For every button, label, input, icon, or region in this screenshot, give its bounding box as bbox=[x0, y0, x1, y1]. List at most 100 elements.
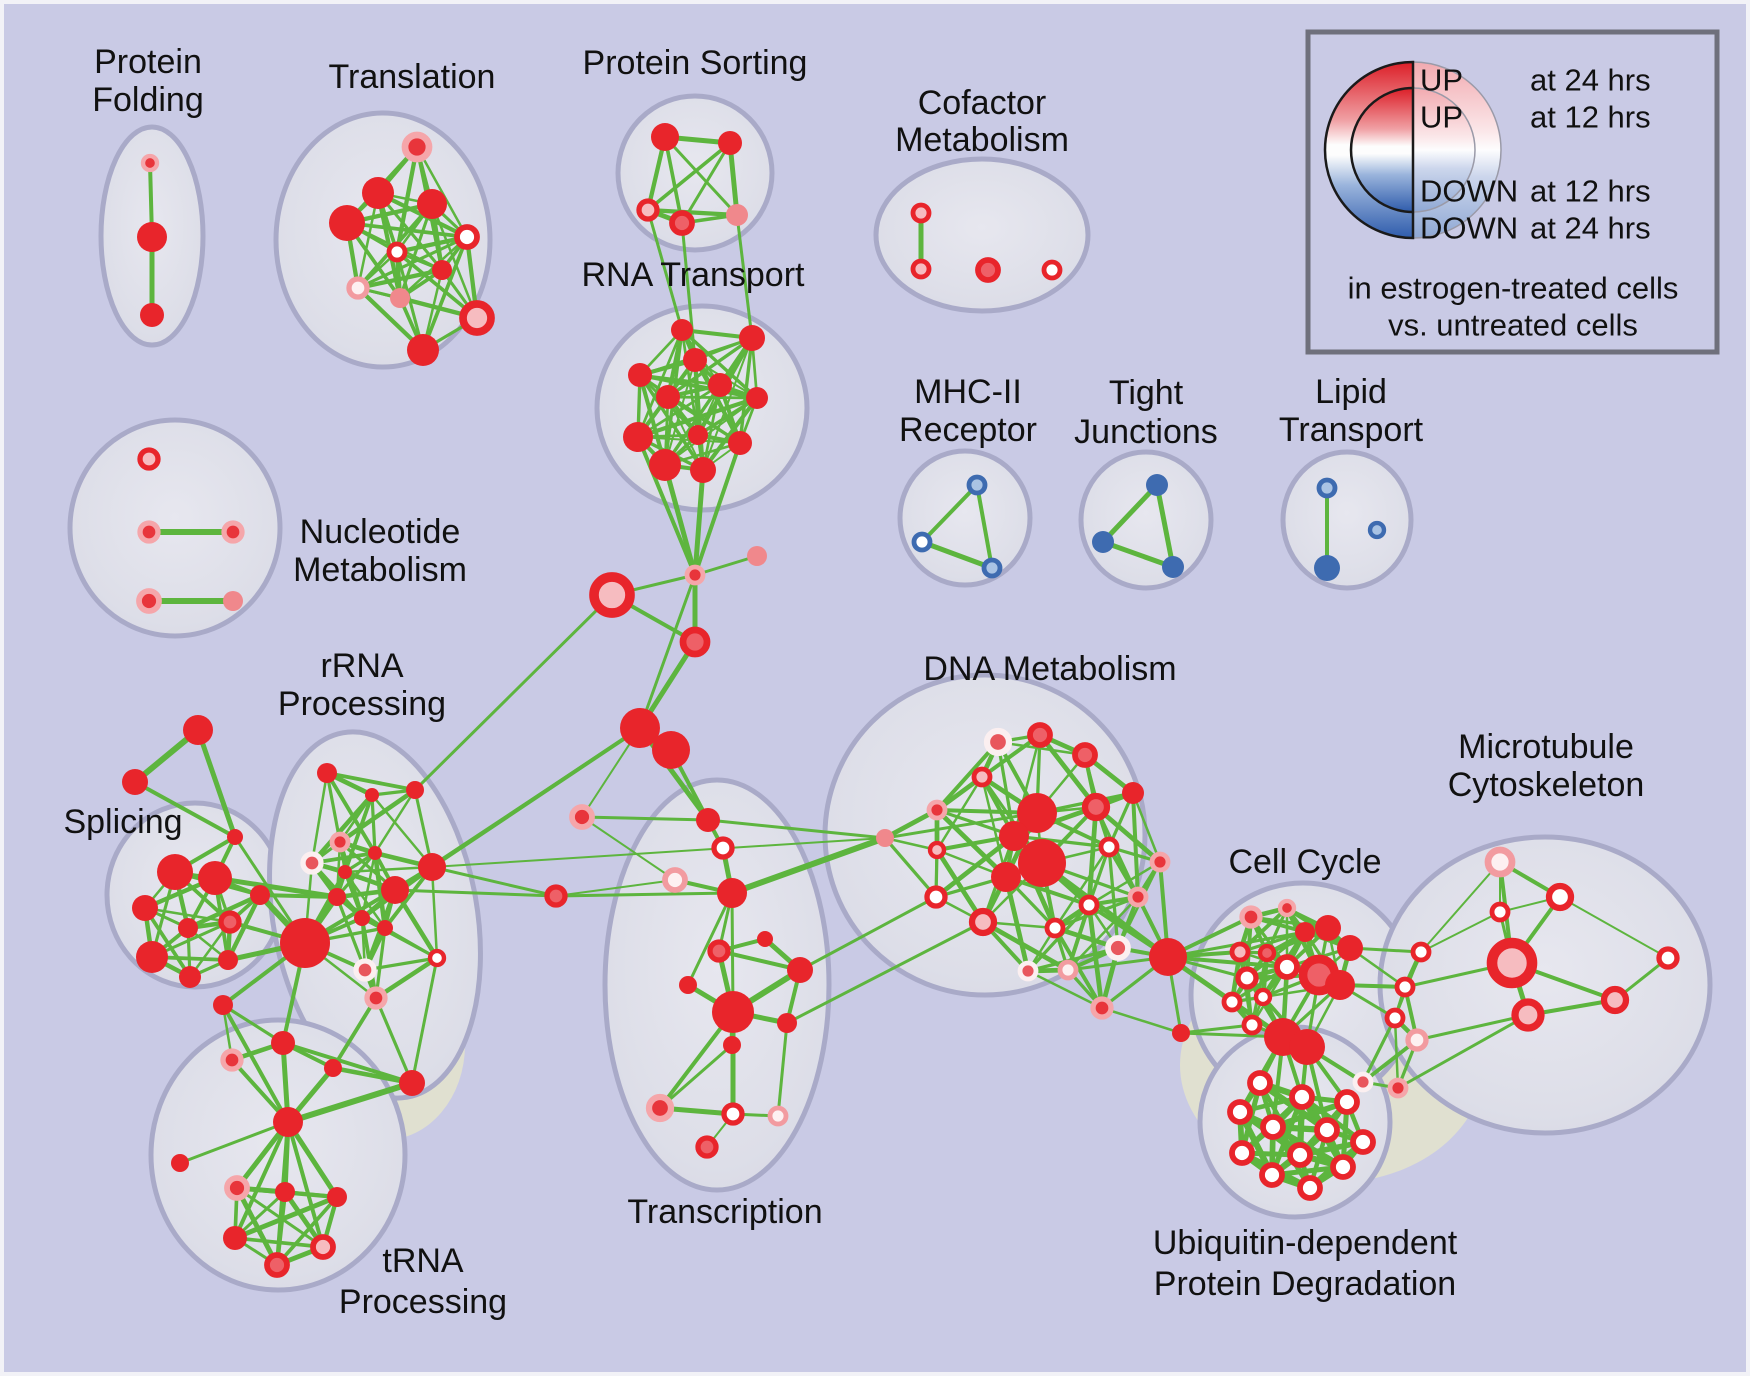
edge bbox=[667, 396, 704, 471]
edge bbox=[331, 996, 378, 1070]
edge bbox=[1238, 906, 1289, 954]
edge bbox=[680, 221, 697, 362]
gene-node-transcription bbox=[695, 1135, 719, 1159]
gene-node-mhc-ii-receptor bbox=[911, 531, 933, 553]
edge bbox=[373, 955, 440, 1001]
edge bbox=[663, 135, 684, 225]
edge bbox=[1100, 1006, 1183, 1035]
edge bbox=[1100, 539, 1176, 570]
edge bbox=[1026, 946, 1120, 973]
gene-node-rna-transport bbox=[746, 387, 768, 409]
cluster-label-transcription: Transcription bbox=[627, 1193, 822, 1231]
gene-node-tight-junctions bbox=[1162, 556, 1184, 578]
gene-node-rna-transport bbox=[688, 425, 708, 445]
edge bbox=[430, 202, 479, 320]
edge bbox=[1166, 955, 1289, 969]
gene-node-backbone-chain bbox=[679, 626, 711, 658]
gene-node-cell-cycle bbox=[1405, 1028, 1429, 1052]
gene-node-microtubule-cytoskeleton bbox=[1489, 901, 1511, 923]
gene-node-translation bbox=[329, 205, 365, 241]
gene-node-dna-metabolism bbox=[1081, 792, 1111, 822]
edge bbox=[281, 1041, 414, 1085]
gene-node-cell-cycle bbox=[1295, 922, 1315, 942]
edge bbox=[1154, 482, 1176, 570]
cluster-ellipse-mhc-ii-receptor bbox=[897, 448, 1033, 588]
gene-node-splicing bbox=[122, 769, 148, 795]
gene-node-transcription bbox=[707, 939, 731, 963]
cluster-ellipse-microtubule-cytoskeleton bbox=[1377, 834, 1713, 1136]
gene-node-ubiquitin-degradation bbox=[1227, 1099, 1253, 1125]
gene-node-dna-metabolism bbox=[991, 862, 1021, 892]
gene-node-rrna-processing bbox=[300, 851, 324, 875]
gene-node-rrna-processing bbox=[418, 853, 446, 881]
gene-node-nucleotide-metabolism bbox=[136, 588, 162, 614]
cluster-ellipse-trna-processing bbox=[148, 1017, 408, 1293]
edge bbox=[1107, 845, 1120, 950]
edge bbox=[1420, 911, 1501, 953]
gene-node-dna-metabolism bbox=[1027, 722, 1053, 748]
gene-node-rrna-processing bbox=[406, 781, 424, 799]
gene-node-rrna-processing bbox=[399, 1070, 425, 1096]
gene-node-rrna-processing bbox=[365, 788, 379, 802]
edge bbox=[335, 851, 377, 899]
gene-node-transcription bbox=[767, 1105, 789, 1127]
edge bbox=[325, 771, 377, 855]
gene-node-microtubule-cytoskeleton bbox=[1486, 937, 1538, 989]
edge bbox=[638, 573, 697, 730]
gene-node-ubiquitin-degradation bbox=[1229, 1140, 1255, 1166]
legend-time-label: at 24 hrs bbox=[1530, 63, 1651, 98]
gene-node-dna-metabolism bbox=[1149, 938, 1187, 976]
gene-node-rrna-processing bbox=[324, 1059, 342, 1077]
cluster-label-lipid-transport: Transport bbox=[1279, 411, 1424, 449]
edge bbox=[663, 135, 739, 217]
gene-node-rrna-processing bbox=[354, 910, 370, 926]
gene-node-rrna-processing bbox=[427, 948, 447, 968]
gene-node-dna-metabolism bbox=[1172, 1024, 1190, 1042]
gene-node-dna-metabolism bbox=[876, 829, 894, 847]
gene-node-tight-junctions bbox=[1092, 531, 1114, 553]
gene-node-translation bbox=[407, 334, 439, 366]
gene-node-rrna-processing bbox=[280, 918, 330, 968]
cluster-ellipse-nucleotide-metabolism bbox=[67, 417, 283, 639]
gene-node-cell-cycle bbox=[1352, 1071, 1374, 1093]
edge bbox=[1396, 1013, 1530, 1090]
gene-node-transcription bbox=[569, 804, 595, 830]
gene-node-translation bbox=[432, 260, 452, 280]
legend-direction-label: UP bbox=[1420, 63, 1463, 98]
cluster-label-rrna-processing: rRNA bbox=[320, 647, 403, 685]
edge bbox=[143, 906, 232, 924]
edge bbox=[1053, 895, 1140, 930]
gene-node-translation bbox=[390, 288, 410, 308]
gene-node-rna-transport bbox=[649, 449, 681, 481]
gene-node-splicing bbox=[198, 861, 232, 895]
gene-node-rna-transport bbox=[739, 325, 765, 351]
gene-node-backbone-chain bbox=[652, 731, 690, 769]
gene-node-backbone-chain bbox=[684, 564, 706, 586]
gene-node-splicing bbox=[157, 854, 193, 890]
gene-node-protein-sorting bbox=[669, 210, 695, 236]
edge bbox=[920, 483, 979, 544]
edge bbox=[666, 336, 754, 399]
gene-node-protein-sorting bbox=[651, 123, 679, 151]
edge bbox=[370, 793, 434, 869]
gene-node-microtubule-cytoskeleton bbox=[1484, 846, 1516, 878]
gene-node-trna-processing bbox=[223, 1226, 247, 1250]
cluster-label-microtubule-cytoskeleton: Cytoskeleton bbox=[1448, 766, 1645, 804]
edge bbox=[692, 467, 706, 578]
edge bbox=[975, 483, 994, 570]
gene-node-cell-cycle bbox=[1257, 943, 1277, 963]
cluster-label-tight-junctions: Junctions bbox=[1074, 413, 1218, 451]
edge bbox=[360, 851, 377, 920]
gene-node-cell-cycle bbox=[1394, 976, 1416, 998]
gene-node-rrna-processing bbox=[328, 888, 346, 906]
edge bbox=[933, 833, 1017, 900]
edge bbox=[934, 847, 986, 925]
edge bbox=[286, 1120, 325, 1249]
gene-node-backbone-chain bbox=[747, 546, 767, 566]
gene-node-protein-folding bbox=[140, 303, 164, 327]
gene-node-cell-cycle bbox=[1289, 1029, 1325, 1065]
edge bbox=[195, 727, 238, 840]
edge bbox=[430, 865, 558, 898]
edge bbox=[637, 436, 741, 444]
